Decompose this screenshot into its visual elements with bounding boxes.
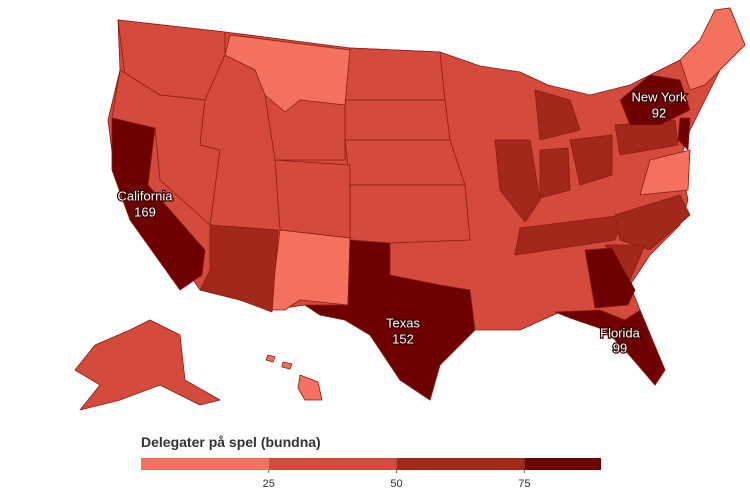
legend-bin	[396, 458, 525, 470]
state	[494, 139, 541, 223]
state	[639, 149, 691, 196]
states	[74, 7, 746, 411]
state	[344, 99, 451, 141]
hawaii	[265, 354, 323, 401]
state	[614, 194, 691, 251]
region-value: 92	[652, 105, 666, 120]
state	[274, 159, 351, 239]
region-value: 169	[134, 204, 156, 219]
state	[349, 184, 471, 244]
region-name: New York	[632, 89, 687, 104]
region-name: California	[118, 188, 174, 203]
legend-title: Delegater på spel (bundna)	[141, 434, 321, 450]
state	[534, 89, 581, 141]
state	[539, 147, 571, 199]
state	[269, 229, 351, 311]
state	[344, 139, 466, 186]
state-texas	[304, 239, 476, 401]
region-value: 152	[392, 331, 414, 346]
state-new-york	[619, 74, 691, 126]
state	[514, 214, 626, 256]
legend-bin	[141, 458, 269, 470]
state	[111, 69, 221, 226]
legend: 25 50 75	[141, 458, 601, 490]
legend-tick-label: 75	[518, 478, 530, 490]
region-name: Texas	[386, 315, 420, 330]
region-value: 99	[613, 340, 627, 355]
state	[344, 47, 446, 101]
state	[679, 7, 746, 91]
legend-bin	[524, 458, 601, 470]
legend-bin	[268, 458, 397, 470]
region-name: Florida	[600, 325, 641, 340]
state-florida	[554, 309, 666, 386]
legend-tick-label: 25	[263, 478, 275, 490]
state	[569, 134, 613, 186]
state	[199, 224, 279, 313]
legend-tick-label: 50	[390, 478, 402, 490]
state	[677, 117, 691, 151]
state	[224, 34, 351, 113]
alaska	[74, 319, 221, 411]
state	[584, 247, 636, 309]
state-california	[111, 117, 206, 291]
